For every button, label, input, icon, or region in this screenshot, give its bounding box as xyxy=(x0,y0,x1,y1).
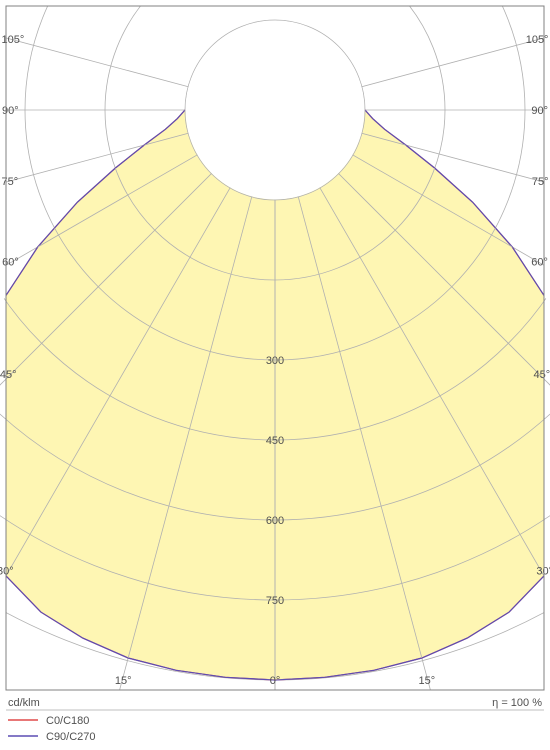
angle-label: 45° xyxy=(0,369,17,381)
polar-chart: 300 450 600 750 0° 15° 15° 30° 30° 45° 45° 60° 60° 75… xyxy=(0,0,550,750)
angle-label: 0° xyxy=(270,675,281,687)
radial-label: 750 xyxy=(266,595,284,607)
angle-label: 90° xyxy=(531,105,548,117)
angle-label: 45° xyxy=(533,369,550,381)
angle-label: 75° xyxy=(2,176,19,188)
radial-label: 300 xyxy=(266,355,284,367)
angle-label: 105° xyxy=(2,34,25,46)
angle-label: 105° xyxy=(526,34,549,46)
angle-label: 75° xyxy=(532,176,549,188)
axis-label-left: cd/klm xyxy=(8,697,40,709)
radial-label: 450 xyxy=(266,435,284,447)
angle-label: 15° xyxy=(115,675,132,687)
legend-label: C90/C270 xyxy=(46,731,96,743)
angle-label: 15° xyxy=(418,675,435,687)
radial-label: 600 xyxy=(266,515,284,527)
angle-label: 30° xyxy=(0,565,14,577)
angle-label: 30° xyxy=(536,565,550,577)
legend-label: C0/C180 xyxy=(46,715,89,727)
axis-label-right: η = 100 % xyxy=(492,697,542,709)
angle-label: 60° xyxy=(531,256,548,268)
angle-label: 90° xyxy=(2,105,19,117)
angle-label: 60° xyxy=(2,256,19,268)
